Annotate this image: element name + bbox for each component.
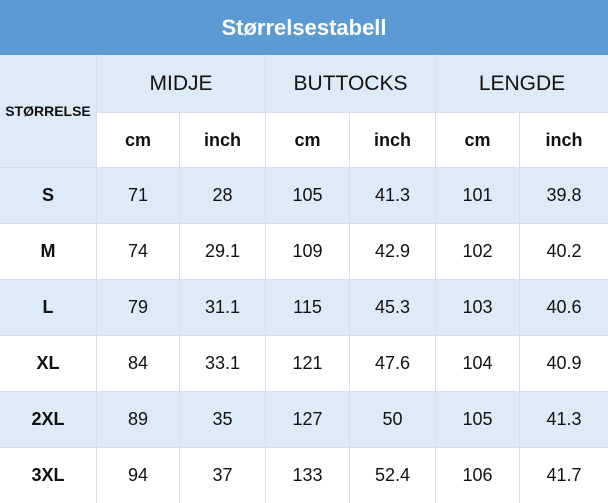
measurement: 79 (97, 280, 179, 335)
measurement: 40.6 (520, 280, 608, 335)
measurement: 50 (350, 392, 435, 447)
measurement: 29.1 (180, 224, 265, 279)
measurement: 115 (266, 280, 349, 335)
measurement: 47.6 (350, 336, 435, 391)
measurement: 121 (266, 336, 349, 391)
measurement: 89 (97, 392, 179, 447)
measurement: 106 (436, 448, 519, 503)
measurement: 105 (266, 168, 349, 223)
size-label: 3XL (0, 448, 96, 503)
measurement: 41.3 (520, 392, 608, 447)
measurement: 28 (180, 168, 265, 223)
size-label: L (0, 280, 96, 335)
measurement: 42.9 (350, 224, 435, 279)
unit-header: cm (266, 113, 349, 167)
measurement: 94 (97, 448, 179, 503)
size-label: 2XL (0, 392, 96, 447)
measurement: 41.3 (350, 168, 435, 223)
measurement: 37 (180, 448, 265, 503)
measurement: 84 (97, 336, 179, 391)
table-title: Størrelsestabell (0, 0, 608, 55)
measurement: 102 (436, 224, 519, 279)
measurement: 101 (436, 168, 519, 223)
measurement: 45.3 (350, 280, 435, 335)
measurement: 39.8 (520, 168, 608, 223)
unit-header: inch (350, 113, 435, 167)
size-label: XL (0, 336, 96, 391)
measurement: 109 (266, 224, 349, 279)
measurement: 105 (436, 392, 519, 447)
measurement: 40.2 (520, 224, 608, 279)
group-header: BUTTOCKS (266, 55, 435, 112)
size-table: STØRRELSE MIDJE BUTTOCKS LENGDE cm inch cm inch… (0, 55, 608, 503)
measurement: 35 (180, 392, 265, 447)
measurement: 40.9 (520, 336, 608, 391)
measurement: 103 (436, 280, 519, 335)
measurement: 31.1 (180, 280, 265, 335)
measurement: 133 (266, 448, 349, 503)
measurement: 41.7 (520, 448, 608, 503)
unit-header: cm (436, 113, 519, 167)
measurement: 127 (266, 392, 349, 447)
measurement: 71 (97, 168, 179, 223)
size-label: M (0, 224, 96, 279)
unit-header: inch (180, 113, 265, 167)
measurement: 33.1 (180, 336, 265, 391)
size-header: STØRRELSE (0, 55, 96, 167)
measurement: 52.4 (350, 448, 435, 503)
unit-header: inch (520, 113, 608, 167)
group-header: MIDJE (97, 55, 265, 112)
unit-header: cm (97, 113, 179, 167)
group-header: LENGDE (436, 55, 608, 112)
size-label: S (0, 168, 96, 223)
measurement: 74 (97, 224, 179, 279)
measurement: 104 (436, 336, 519, 391)
